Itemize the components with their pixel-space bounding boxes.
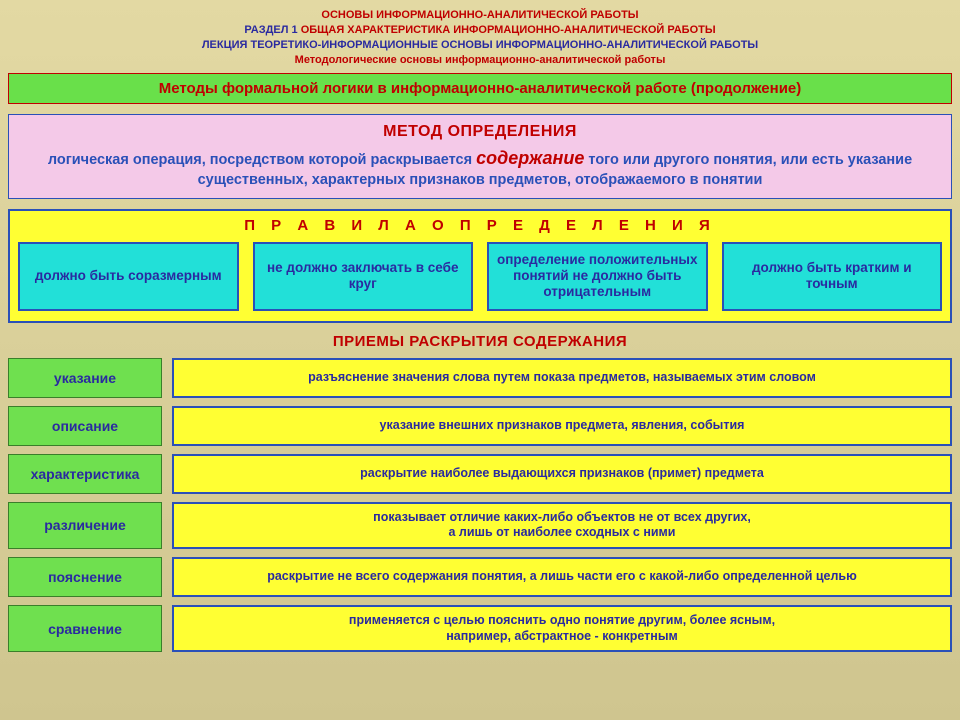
technique-row: описание указание внешних признаков пред… [8, 406, 952, 446]
rule-box-1: должно быть соразмерным [18, 242, 239, 311]
technique-desc: раскрытие не всего содержания понятия, а… [172, 557, 952, 597]
technique-desc: показывает отличие каких-либо объектов н… [172, 502, 952, 549]
header-line-3-label: ЛЕКЦИЯ [202, 39, 248, 51]
header-line-2-label: РАЗДЕЛ 1 [244, 24, 297, 36]
technique-label: сравнение [8, 605, 162, 652]
method-definition-title: МЕТОД ОПРЕДЕЛЕНИЯ [17, 121, 943, 143]
slide: ОСНОВЫ ИНФОРМАЦИОННО-АНАЛИТИЧЕСКОЙ РАБОТ… [0, 0, 960, 720]
technique-desc: раскрытие наиболее выдающихся признаков … [172, 454, 952, 494]
technique-row: сравнение применяется с целью пояснить о… [8, 605, 952, 652]
rules-row: должно быть соразмерным не должно заключ… [18, 242, 942, 311]
header-line-2-text: ОБЩАЯ ХАРАКТЕРИСТИКА ИНФОРМАЦИОННО-АНАЛИ… [301, 24, 716, 36]
technique-label: указание [8, 358, 162, 398]
header-line-1: ОСНОВЫ ИНФОРМАЦИОННО-АНАЛИТИЧЕСКОЙ РАБОТ… [8, 8, 952, 23]
technique-row: различение показывает отличие каких-либо… [8, 502, 952, 549]
rule-box-3: определение положительных понятий не дол… [487, 242, 708, 311]
method-definition-body: логическая операция, посредством которой… [17, 146, 943, 190]
technique-desc: указание внешних признаков предмета, явл… [172, 406, 952, 446]
definition-body-pre: логическая операция, посредством которой… [48, 152, 476, 168]
header-line-3-text: ТЕОРЕТИКО-ИНФОРМАЦИОННЫЕ ОСНОВЫ ИНФОРМАЦ… [251, 39, 759, 51]
rule-box-4: должно быть кратким и точным [722, 242, 943, 311]
definition-body-emphasis: содержание [476, 148, 584, 168]
technique-row: указание разъяснение значения слова путе… [8, 358, 952, 398]
header-line-4: Методологические основы информационно-ан… [8, 53, 952, 68]
rules-title: П Р А В И Л А О П Р Е Д Е Л Е Н И Я [18, 217, 942, 234]
technique-desc: разъяснение значения слова путем показа … [172, 358, 952, 398]
rules-panel: П Р А В И Л А О П Р Е Д Е Л Е Н И Я долж… [8, 209, 952, 323]
header-line-3: ЛЕКЦИЯ ТЕОРЕТИКО-ИНФОРМАЦИОННЫЕ ОСНОВЫ И… [8, 38, 952, 53]
header-line-2: РАЗДЕЛ 1 ОБЩАЯ ХАРАКТЕРИСТИКА ИНФОРМАЦИО… [8, 23, 952, 38]
slide-header: ОСНОВЫ ИНФОРМАЦИОННО-АНАЛИТИЧЕСКОЙ РАБОТ… [8, 6, 952, 73]
rule-box-2: не должно заключать в себе круг [253, 242, 474, 311]
technique-label: описание [8, 406, 162, 446]
method-definition-panel: МЕТОД ОПРЕДЕЛЕНИЯ логическая операция, п… [8, 114, 952, 199]
technique-label: различение [8, 502, 162, 549]
technique-desc: применяется с целью пояснить одно поняти… [172, 605, 952, 652]
techniques-title: ПРИЕМЫ РАСКРЫТИЯ СОДЕРЖАНИЯ [8, 333, 952, 350]
technique-row: пояснение раскрытие не всего содержания … [8, 557, 952, 597]
technique-label: характеристика [8, 454, 162, 494]
techniques-list: указание разъяснение значения слова путе… [8, 358, 952, 653]
topic-bar: Методы формальной логики в информационно… [8, 73, 952, 104]
technique-row: характеристика раскрытие наиболее выдающ… [8, 454, 952, 494]
technique-label: пояснение [8, 557, 162, 597]
